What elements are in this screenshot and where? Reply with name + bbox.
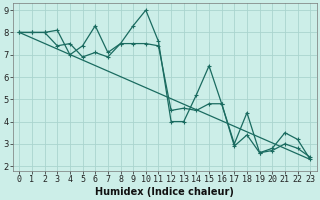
X-axis label: Humidex (Indice chaleur): Humidex (Indice chaleur) xyxy=(95,187,234,197)
